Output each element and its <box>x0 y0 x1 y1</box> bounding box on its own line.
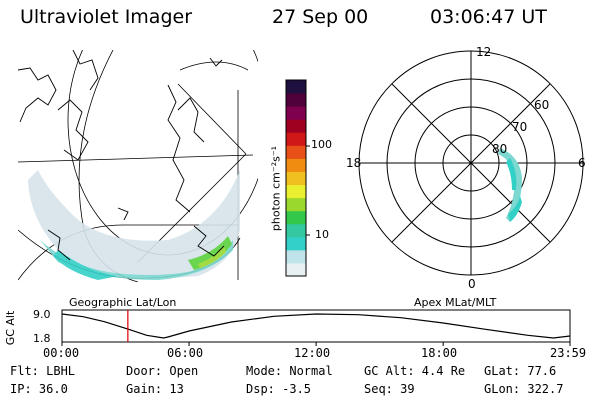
colorbar-cell <box>286 262 306 277</box>
colorbar-cell <box>286 106 306 120</box>
polar-lat-label-80: 80 <box>492 142 508 156</box>
footer-ip: IP: 36.0 <box>10 382 68 396</box>
timeline-xtick-4: 23:59 <box>550 346 587 360</box>
polar-grid <box>358 50 584 276</box>
colorbar-cell <box>286 236 306 251</box>
map-coastlines <box>18 50 225 261</box>
map-grid-meridian-h <box>18 154 254 163</box>
polar-label-6: 6 <box>578 156 586 170</box>
polar-label-12: 12 <box>476 45 492 59</box>
polar-panel-caption: Apex MLat/MLT <box>414 296 497 309</box>
colorbar-cell <box>286 119 306 133</box>
polar-mlt-panel <box>358 50 584 276</box>
timeline-ytick-1.8: 1.8 <box>33 332 51 345</box>
polar-lat-label-60: 60 <box>534 98 550 112</box>
footer-filter: Flt: LBHL <box>10 364 76 378</box>
timeline-ylabel: GC Alt <box>4 310 17 345</box>
footer-glat: GLat: 77.6 <box>484 364 557 378</box>
polar-diag-2 <box>391 83 551 243</box>
colorbar-cell <box>286 184 306 199</box>
colorbar-cell <box>286 80 306 94</box>
footer-door: Door: Open <box>126 364 199 378</box>
timeline-xtick-2: 12:00 <box>294 346 331 360</box>
colorbar-tick-label-10: 10 <box>315 228 329 241</box>
colorbar-gradient <box>286 80 306 277</box>
polar-label-0: 0 <box>468 277 476 291</box>
date-readout: 27 Sep 00 <box>272 6 369 28</box>
colorbar-cell <box>286 223 306 238</box>
time-readout: 03:06:47 UT <box>430 6 547 28</box>
colorbar-cell <box>286 158 306 172</box>
map-limb-circle <box>179 61 249 71</box>
timeline-xtick-0: 00:00 <box>43 346 80 360</box>
colorbar-tick-label-100: 100 <box>311 138 332 151</box>
colorbar-frame <box>285 79 307 277</box>
colorbar-cell <box>286 145 306 159</box>
colorbar-panel <box>285 79 310 277</box>
footer-gain: Gain: 13 <box>126 382 184 396</box>
footer-gc-alt: GC Alt: 4.4 Re <box>364 364 466 378</box>
timeline-ytick-9: 9.0 <box>33 308 51 321</box>
colorbar-cell <box>286 197 306 212</box>
colorbar-cell <box>286 171 306 186</box>
colorbar-cell <box>286 93 306 107</box>
map-grid-diag-1 <box>177 83 247 155</box>
footer-mode: Mode: Normal <box>246 364 333 378</box>
polar-label-18: 18 <box>346 156 362 170</box>
geographic-panel-caption: Geographic Lat/Lon <box>69 296 177 309</box>
altitude-timeline-chart: GC Alt 9.0 1.8 <box>4 308 571 346</box>
polar-lat-label-70: 70 <box>512 120 528 134</box>
footer-seq: Seq: 39 <box>364 382 415 396</box>
timeline-frame <box>61 309 571 343</box>
footer-glon: GLon: 322.7 <box>484 382 564 396</box>
timeline-xtick-3: 18:00 <box>421 346 458 360</box>
timeline-ticks <box>61 342 571 346</box>
altitude-series-line <box>61 313 571 339</box>
timeline-xtick-1: 06:00 <box>167 346 204 360</box>
colorbar-cell <box>286 132 306 146</box>
footer-dsp: Dsp: -3.5 <box>246 382 312 396</box>
colorbar-cell <box>286 210 306 225</box>
colorbar-unit-label: photon cm⁻²s⁻¹ <box>269 145 283 232</box>
colorbar-cell <box>286 249 306 264</box>
app-title: Ultraviolet Imager <box>20 6 193 28</box>
geographic-map-panel <box>18 50 258 282</box>
polar-aurora-oval <box>498 148 522 222</box>
